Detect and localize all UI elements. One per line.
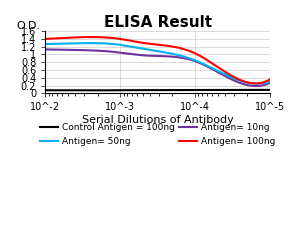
Antigen= 10ng (130, 52, 134, 56)
Control Antigen = 100ng (44, 89, 47, 92)
Legend: Control Antigen = 100ng, Antigen= 50ng, Antigen= 10ng, Antigen= 100ng: Control Antigen = 100ng, Antigen= 50ng, … (36, 120, 279, 150)
Control Antigen = 100ng (134, 89, 138, 92)
Line: Antigen= 50ng: Antigen= 50ng (45, 43, 270, 84)
Antigen= 50ng (77, 42, 81, 45)
Antigen= 50ng (130, 45, 134, 48)
Antigen= 100ng (130, 40, 134, 42)
Title: ELISA Result: ELISA Result (103, 15, 212, 30)
Antigen= 100ng (77, 36, 81, 39)
Antigen= 100ng (254, 82, 257, 85)
Antigen= 100ng (268, 78, 272, 81)
Antigen= 50ng (89, 42, 93, 44)
Antigen= 10ng (134, 53, 137, 56)
Antigen= 100ng (267, 78, 271, 81)
Antigen= 50ng (44, 42, 47, 45)
Text: O.D.: O.D. (16, 20, 40, 30)
Line: Antigen= 10ng: Antigen= 10ng (45, 50, 270, 86)
Antigen= 50ng (267, 80, 271, 84)
Control Antigen = 100ng (98, 89, 102, 92)
Antigen= 100ng (134, 40, 137, 43)
Control Antigen = 100ng (63, 89, 67, 92)
Antigen= 100ng (44, 38, 47, 40)
Antigen= 10ng (134, 53, 138, 56)
Antigen= 100ng (63, 36, 67, 40)
Antigen= 10ng (268, 82, 272, 84)
Antigen= 50ng (134, 46, 137, 49)
Antigen= 50ng (268, 80, 272, 83)
Antigen= 10ng (254, 84, 257, 87)
Control Antigen = 100ng (77, 89, 81, 92)
Control Antigen = 100ng (203, 88, 207, 91)
Antigen= 100ng (89, 36, 93, 38)
Control Antigen = 100ng (268, 88, 272, 92)
Control Antigen = 100ng (130, 89, 134, 92)
Antigen= 10ng (267, 82, 271, 85)
Antigen= 50ng (134, 46, 138, 49)
Control Antigen = 100ng (267, 88, 271, 92)
Control Antigen = 100ng (134, 89, 137, 92)
Antigen= 50ng (256, 82, 260, 85)
Antigen= 50ng (63, 42, 67, 45)
Line: Antigen= 100ng: Antigen= 100ng (45, 37, 270, 84)
X-axis label: Serial Dilutions of Antibody: Serial Dilutions of Antibody (82, 115, 233, 125)
Antigen= 10ng (44, 48, 47, 51)
Antigen= 100ng (134, 40, 138, 43)
Antigen= 10ng (78, 48, 82, 51)
Antigen= 10ng (64, 48, 67, 51)
